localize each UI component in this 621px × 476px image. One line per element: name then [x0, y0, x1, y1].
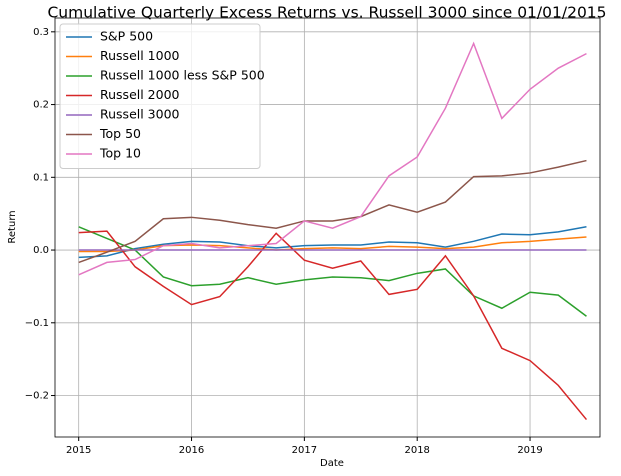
- x-tick-label: 2015: [66, 445, 91, 456]
- y-tick-label: 0.3: [33, 27, 49, 38]
- legend-label: Russell 1000: [100, 48, 180, 63]
- y-tick-label: −0.2: [25, 391, 49, 402]
- legend-box: [59, 23, 261, 169]
- series-line: [78, 230, 588, 421]
- x-axis-label: Date: [320, 458, 344, 469]
- legend-label: Russell 2000: [100, 87, 180, 102]
- series-line: [78, 226, 587, 259]
- chart-title: Cumulative Quarterly Excess Returns vs. …: [47, 4, 606, 22]
- series-line: [78, 226, 587, 317]
- legend-label: Top 50: [99, 126, 141, 141]
- x-tick-label: 2017: [292, 445, 317, 456]
- x-tick-label: 2018: [404, 445, 429, 456]
- legend-label: Russell 3000: [100, 107, 180, 122]
- y-axis-label: Return: [7, 210, 18, 243]
- y-tick-label: 0.1: [33, 172, 49, 183]
- y-tick-label: 0.0: [33, 245, 49, 256]
- plot-frame: [54, 17, 601, 438]
- legend-label: Russell 1000 less S&P 500: [100, 68, 265, 83]
- series-line: [78, 41, 587, 276]
- series-line: [78, 159, 587, 264]
- y-tick-label: −0.1: [25, 318, 49, 329]
- legend-label: Top 10: [99, 146, 141, 161]
- legend-label: S&P 500: [100, 29, 153, 44]
- x-tick-label: 2019: [517, 445, 542, 456]
- y-tick-label: 0.2: [33, 100, 49, 111]
- x-tick-label: 2016: [179, 445, 204, 456]
